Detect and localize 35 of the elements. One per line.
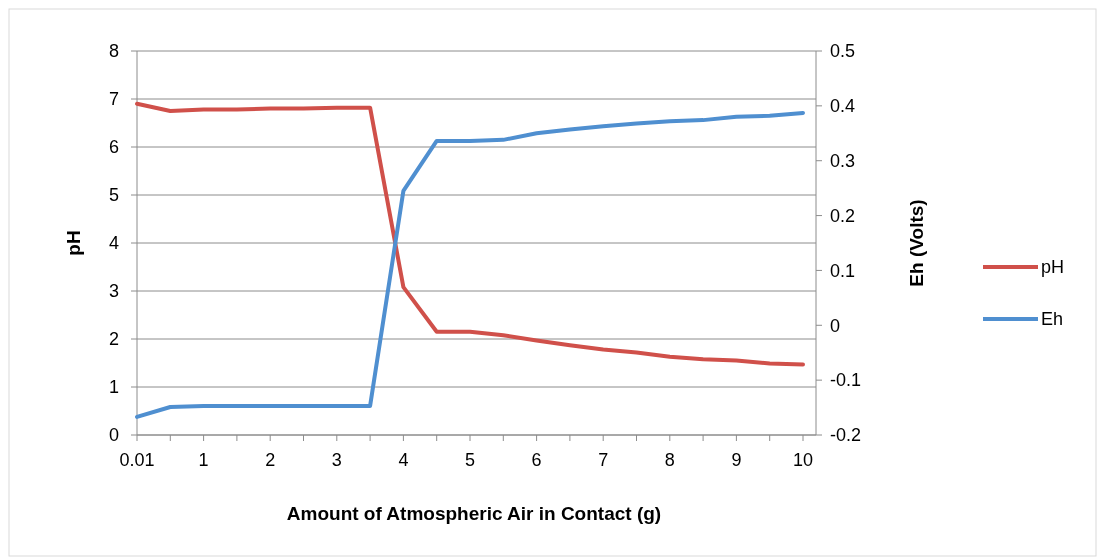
y2-tick-label: 0.1 <box>830 260 856 281</box>
x-tick-label: 10 <box>792 450 814 470</box>
line-series <box>135 101 805 367</box>
y-tick-label: 3 <box>108 281 119 302</box>
y-tick-label: 4 <box>108 233 119 254</box>
y2-tick-label: 0.5 <box>830 41 856 62</box>
y-axis-title: pH <box>63 230 84 256</box>
x-tick-label: 5 <box>464 450 476 470</box>
y-tick-label: 7 <box>108 89 119 110</box>
x-tick-label: 7 <box>598 450 609 470</box>
y-tick-label: 0 <box>108 425 119 446</box>
y2-tick-label: 0.2 <box>830 205 856 226</box>
x-tick-label: 6 <box>531 450 542 470</box>
legend-label: pH <box>1041 257 1065 278</box>
x-tick-label: 9 <box>731 450 742 470</box>
x-tick-label: 3 <box>331 450 342 470</box>
y-tick-label: 8 <box>108 41 119 62</box>
y2-tick-label: 0.4 <box>830 96 856 117</box>
y-tick-label: 1 <box>108 377 119 398</box>
y-tick-label: 6 <box>108 137 119 158</box>
y2-tick-label: 0 <box>830 315 841 336</box>
y2-tick-label: -0.1 <box>830 370 862 391</box>
x-tick-label: 8 <box>664 450 675 470</box>
x-axis-title: Amount of Atmospheric Air in Contact (g) <box>286 503 662 524</box>
legend-label: Eh <box>1041 309 1064 330</box>
y2-axis-title: Eh (Volts) <box>906 199 927 287</box>
x-tick-label: 1 <box>198 450 209 470</box>
line-series <box>135 110 805 419</box>
y2-tick-label: 0.3 <box>830 151 856 172</box>
x-tick-label: 4 <box>398 450 409 470</box>
y2-tick-label: -0.2 <box>830 425 862 446</box>
y-tick-label: 2 <box>108 329 119 350</box>
x-tick-label: 0.01 <box>119 450 155 470</box>
y-tick-label: 5 <box>108 185 119 206</box>
x-tick-label: 2 <box>265 450 276 470</box>
